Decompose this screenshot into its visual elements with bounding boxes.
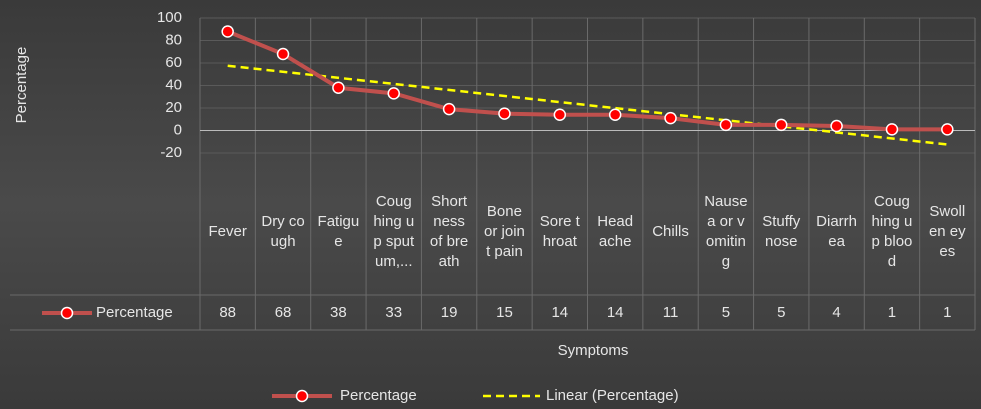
y-tick-label: 80 [165,31,182,48]
table-value: 14 [607,304,624,321]
x-tick-label: Diarrhea [816,213,858,250]
x-tick-label: Dry cough [261,213,305,250]
marker [498,107,511,120]
x-tick-label: Bone or joint pain [484,203,525,260]
table-value: 33 [385,304,402,321]
x-tick-label: Fever [208,223,247,240]
marker [332,81,345,94]
legend-marker [295,389,309,403]
marker [719,118,733,132]
x-tick-label: Fatigue [317,213,360,250]
x-tick-label: Chills [652,223,689,240]
y-axis-title: Percentage [13,47,30,124]
marker [442,102,456,116]
marker [221,25,234,38]
table-key-label: Percentage [96,304,173,321]
table-key-marker [60,306,74,320]
x-tick-label: Headache [597,213,634,250]
y-tick-label: 100 [157,9,182,26]
legend-label: Linear (Percentage) [546,387,679,404]
legend-label: Percentage [340,387,417,404]
marker [664,111,677,125]
y-tick-label: 20 [165,99,182,116]
y-tick-label: 60 [165,54,182,71]
y-tick-label: 0 [174,121,182,138]
y-tick-label: -20 [160,144,182,161]
table-value: 15 [496,304,513,321]
marker [553,108,567,121]
x-tick-label: Swollen eyes [928,203,966,260]
x-tick-label: Shortness of breath [429,193,469,270]
table-value: 1 [943,304,951,321]
marker [276,47,290,61]
table-value: 1 [888,304,896,321]
x-axis-title: Symptoms [558,342,629,359]
marker [387,87,400,100]
table-value: 5 [722,304,730,321]
marker [885,123,899,136]
table-value: 5 [777,304,785,321]
x-tick-label: Stuffy nose [762,213,801,250]
y-tick-label: 40 [165,76,182,93]
marker [941,123,954,136]
marker [608,108,622,121]
trendline [227,64,948,146]
table-value: 38 [330,304,347,321]
table-value: 19 [441,304,458,321]
table-value: 88 [219,304,236,321]
marker [830,119,843,133]
x-tick-label: Sore throat [539,213,580,250]
series-line [226,29,948,132]
table-value: 14 [551,304,568,321]
x-tick-label: Nausea or vomiting [704,193,748,270]
x-tick-label: Coughing up sputum,... [373,193,415,270]
table-value: 68 [275,304,292,321]
marker [775,118,788,132]
x-tick-label: Coughing up blood [871,193,913,270]
table-value: 4 [832,304,840,321]
table-value: 11 [663,304,679,321]
